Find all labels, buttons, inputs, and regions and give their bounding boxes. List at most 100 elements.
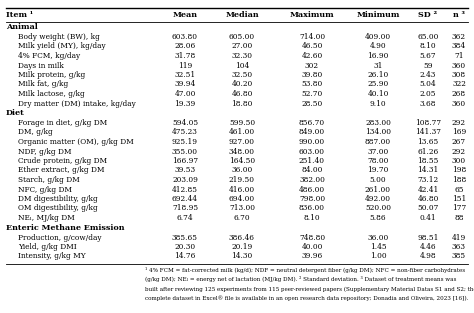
Text: 360: 360	[452, 100, 466, 107]
Text: 166.97: 166.97	[172, 157, 198, 165]
Text: Mean: Mean	[173, 11, 198, 19]
Text: Item ¹: Item ¹	[6, 11, 33, 19]
Text: (g/kg DM); NEₗ = energy net of lactation (MJ/kg DM). ² Standard deviation. ³ Dat: (g/kg DM); NEₗ = energy net of lactation…	[145, 276, 456, 283]
Text: 98.51: 98.51	[417, 233, 439, 242]
Text: Minimum: Minimum	[356, 11, 400, 19]
Text: 492.00: 492.00	[365, 195, 391, 203]
Text: Milk protein, g/kg: Milk protein, g/kg	[18, 71, 85, 79]
Text: 84.00: 84.00	[301, 167, 323, 175]
Text: SD ²: SD ²	[419, 11, 438, 19]
Text: 31.78: 31.78	[174, 52, 196, 60]
Text: 718.95: 718.95	[172, 204, 198, 213]
Text: NDF, g/kg DM: NDF, g/kg DM	[18, 147, 72, 156]
Text: 177: 177	[452, 204, 466, 213]
Text: 412.85: 412.85	[172, 186, 198, 193]
Text: 836.00: 836.00	[299, 204, 325, 213]
Text: 308: 308	[452, 71, 466, 79]
Text: 39.94: 39.94	[174, 80, 196, 89]
Text: 409.00: 409.00	[365, 33, 391, 41]
Text: 385.65: 385.65	[172, 233, 198, 242]
Text: 39.96: 39.96	[301, 253, 323, 260]
Text: 292: 292	[452, 119, 466, 127]
Text: 19.39: 19.39	[174, 100, 196, 107]
Text: 261.00: 261.00	[365, 186, 391, 193]
Text: 594.05: 594.05	[172, 119, 198, 127]
Text: 6.70: 6.70	[234, 214, 250, 222]
Text: Dry matter (DM) intake, kg/day: Dry matter (DM) intake, kg/day	[18, 100, 136, 107]
Text: 798.00: 798.00	[299, 195, 325, 203]
Text: Yield, g/kg DMI: Yield, g/kg DMI	[18, 243, 77, 251]
Text: 27.00: 27.00	[231, 43, 253, 50]
Text: 4.98: 4.98	[419, 253, 436, 260]
Text: 927.00: 927.00	[229, 138, 255, 146]
Text: 65: 65	[454, 186, 464, 193]
Text: 605.00: 605.00	[229, 33, 255, 41]
Text: ¹ 4% FCM = fat-corrected milk (kg/d); NDF = neutral detergent fiber (g/kg DM); N: ¹ 4% FCM = fat-corrected milk (kg/d); ND…	[145, 267, 465, 273]
Text: 65.00: 65.00	[417, 33, 439, 41]
Text: NFC, g/kg DM: NFC, g/kg DM	[18, 186, 72, 193]
Text: 39.53: 39.53	[174, 167, 196, 175]
Text: Forage in diet, g/kg DM: Forage in diet, g/kg DM	[18, 119, 107, 127]
Text: 2.43: 2.43	[420, 71, 436, 79]
Text: 88: 88	[454, 214, 464, 222]
Text: 856.70: 856.70	[299, 119, 325, 127]
Text: 748.80: 748.80	[299, 233, 325, 242]
Text: Animal: Animal	[6, 23, 38, 31]
Text: 188: 188	[452, 176, 466, 184]
Text: 13.65: 13.65	[418, 138, 438, 146]
Text: 14.30: 14.30	[231, 253, 253, 260]
Text: 32.30: 32.30	[231, 52, 253, 60]
Text: 14.76: 14.76	[174, 253, 196, 260]
Text: 73.12: 73.12	[418, 176, 438, 184]
Text: 0.41: 0.41	[419, 214, 436, 222]
Text: 475.23: 475.23	[172, 129, 198, 136]
Text: 849.00: 849.00	[299, 129, 325, 136]
Text: 50.07: 50.07	[417, 204, 439, 213]
Text: 8.10: 8.10	[304, 214, 320, 222]
Text: 251.40: 251.40	[299, 157, 325, 165]
Text: 268: 268	[452, 90, 466, 98]
Text: 151: 151	[452, 195, 466, 203]
Text: 5.00: 5.00	[370, 176, 386, 184]
Text: 714.00: 714.00	[299, 33, 325, 41]
Text: Milk lactose, g/kg: Milk lactose, g/kg	[18, 90, 85, 98]
Text: 40.20: 40.20	[231, 80, 253, 89]
Text: 19.70: 19.70	[367, 167, 389, 175]
Text: 14.31: 14.31	[418, 167, 438, 175]
Text: NEₗ, MJ/kg DM: NEₗ, MJ/kg DM	[18, 214, 75, 222]
Text: Starch, g/kg DM: Starch, g/kg DM	[18, 176, 80, 184]
Text: 39.80: 39.80	[301, 71, 323, 79]
Text: 5.67: 5.67	[419, 52, 436, 60]
Text: Intensity, g/kg MY: Intensity, g/kg MY	[18, 253, 86, 260]
Text: 6.74: 6.74	[177, 214, 193, 222]
Text: 104: 104	[235, 61, 249, 69]
Text: 4% FCM, kg/day: 4% FCM, kg/day	[18, 52, 80, 60]
Text: Organic matter (OM), g/kg DM: Organic matter (OM), g/kg DM	[18, 138, 134, 146]
Text: Ether extract, g/kg DM: Ether extract, g/kg DM	[18, 167, 104, 175]
Text: Milk yield (MY), kg/day: Milk yield (MY), kg/day	[18, 43, 106, 50]
Text: 52.70: 52.70	[301, 90, 323, 98]
Text: 416.00: 416.00	[229, 186, 255, 193]
Text: 4.90: 4.90	[370, 43, 386, 50]
Text: 141.37: 141.37	[415, 129, 441, 136]
Text: 18.55: 18.55	[417, 157, 439, 165]
Text: 31: 31	[374, 61, 383, 69]
Text: 219.50: 219.50	[229, 176, 255, 184]
Text: 419: 419	[452, 233, 466, 242]
Text: 1.45: 1.45	[370, 243, 386, 251]
Text: 385: 385	[452, 253, 466, 260]
Text: 5.86: 5.86	[370, 214, 386, 222]
Text: 603.80: 603.80	[172, 33, 198, 41]
Text: 461.00: 461.00	[229, 129, 255, 136]
Text: DM, g/kg: DM, g/kg	[18, 129, 53, 136]
Text: 108.77: 108.77	[415, 119, 441, 127]
Text: 20.19: 20.19	[231, 243, 253, 251]
Text: 61.26: 61.26	[418, 147, 438, 156]
Text: 46.50: 46.50	[301, 43, 323, 50]
Text: 25.90: 25.90	[367, 80, 389, 89]
Text: 26.10: 26.10	[367, 71, 389, 79]
Text: 71: 71	[454, 52, 464, 60]
Text: 32.51: 32.51	[174, 71, 196, 79]
Text: OM digestibility, g/kg: OM digestibility, g/kg	[18, 204, 98, 213]
Text: 355.00: 355.00	[172, 147, 198, 156]
